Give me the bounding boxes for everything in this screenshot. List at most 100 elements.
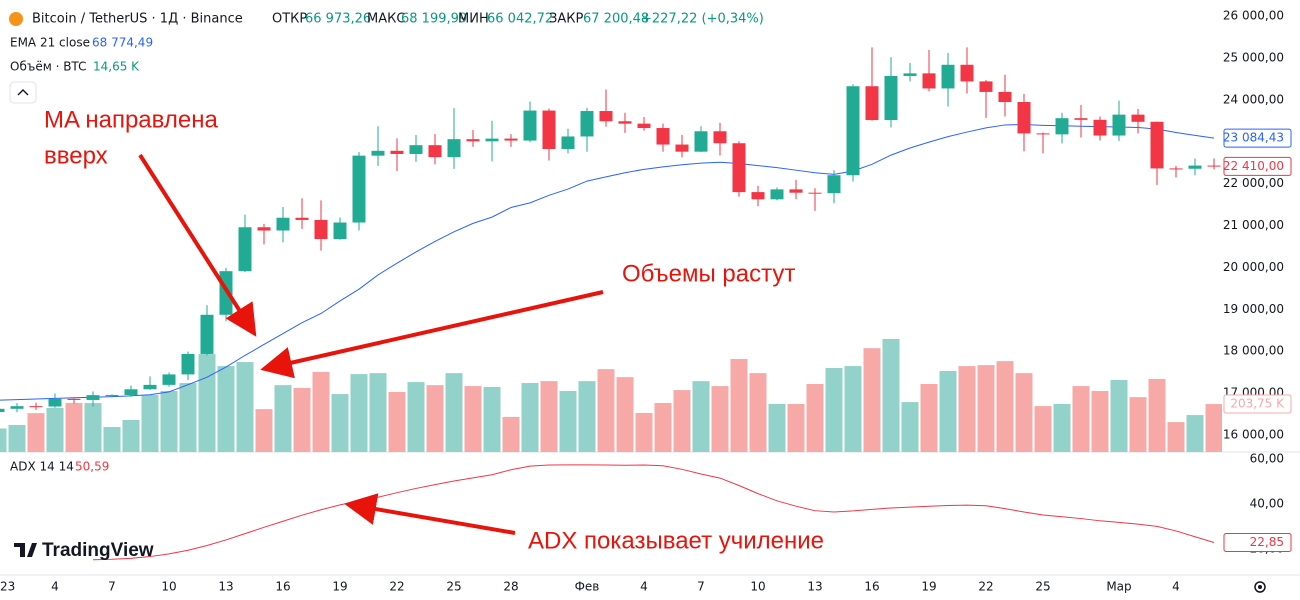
volume-bar: [236, 362, 254, 452]
volume-bar: [958, 366, 976, 452]
value-label: 22,85: [1250, 535, 1284, 549]
candle-body: [960, 64, 974, 82]
volume-bar: [179, 383, 197, 452]
candle-body: [637, 123, 651, 129]
volume-bar: [578, 381, 596, 452]
volume-bar: [730, 359, 748, 452]
volume-bar: [1034, 406, 1052, 452]
candle-body: [770, 189, 784, 200]
volume-bar: [635, 412, 653, 452]
x-tick-label: Фев: [575, 580, 600, 594]
candle-body: [200, 314, 214, 354]
candle-body: [143, 384, 157, 390]
x-tick-label: 25: [446, 580, 461, 594]
x-tick-label: 7: [697, 580, 705, 594]
logo-text: TradingView: [42, 540, 154, 561]
x-tick-label: 4: [640, 580, 648, 594]
volume-bar: [901, 402, 919, 452]
volume-bar: [1129, 397, 1147, 452]
value-label-box: [1223, 533, 1292, 553]
candle-body: [333, 222, 347, 240]
legend-value: 50,59: [75, 460, 109, 474]
candle-body: [1055, 118, 1069, 135]
candle-body: [1150, 121, 1164, 169]
volume-bar: [673, 390, 691, 452]
volume-bar: [616, 377, 634, 452]
x-tick-label: 19: [921, 580, 936, 594]
volume-bar: [255, 409, 273, 452]
ohlc-label: ЗАКР: [549, 12, 583, 27]
candle-body: [808, 192, 822, 194]
collapse-button[interactable]: [9, 81, 37, 104]
ohlc-label: МАКС: [367, 12, 405, 27]
volume-bar: [122, 419, 140, 452]
volume-bar: [1015, 373, 1033, 452]
volume-bar: [464, 386, 482, 452]
candle-body: [48, 398, 62, 407]
adx-line: [92, 464, 1215, 561]
candle-body: [409, 145, 423, 154]
volume-bar: [0, 428, 7, 452]
candle-body: [485, 138, 499, 142]
volume-bar: [844, 366, 862, 452]
volume-bar: [1110, 379, 1128, 452]
volume-bar: [559, 391, 577, 452]
candle-body: [523, 110, 537, 141]
volume-bar: [274, 385, 292, 452]
legend-value: 68 774,49: [92, 36, 153, 50]
change: +227,22 (+0,34%): [641, 12, 764, 27]
candle-body: [732, 143, 746, 193]
candle-body: [86, 395, 100, 400]
candle-body: [1188, 165, 1202, 169]
candle-body: [1207, 165, 1221, 167]
volume-bar: [65, 403, 83, 452]
candle-body: [181, 353, 195, 375]
candle-body: [1093, 119, 1107, 136]
volume-bar: [331, 394, 349, 452]
volume-bar: [426, 385, 444, 452]
candle-body: [105, 394, 119, 396]
volume-bar: [977, 365, 995, 452]
volume-bar: [806, 383, 824, 452]
annotation: ADX показывает училение: [528, 527, 824, 554]
volume-bar: [1167, 422, 1185, 452]
volume-bar: [1205, 404, 1222, 452]
volume-bar: [749, 373, 767, 452]
volume-bar: [882, 339, 900, 452]
annotation: вверх: [44, 142, 108, 169]
volume-bar: [1091, 391, 1109, 452]
settings-button[interactable]: [1254, 581, 1266, 593]
y-tick-label: 26 000,00: [1223, 9, 1284, 23]
candle-body: [1074, 118, 1088, 120]
arrow: [260, 290, 604, 379]
candle-body: [390, 150, 404, 154]
candle-body: [67, 398, 81, 400]
candle-body: [0, 408, 5, 413]
candle-body: [352, 155, 366, 223]
candle-body: [903, 73, 917, 76]
candle-body: [276, 217, 290, 231]
volume-bar: [483, 387, 501, 452]
x-tick-label: 28: [503, 580, 518, 594]
candle-body: [865, 86, 879, 121]
candle-body: [10, 406, 24, 409]
volume-bar: [692, 381, 710, 452]
plot-area: [0, 47, 1222, 561]
candle-body: [846, 86, 860, 176]
volume-bar: [654, 403, 672, 452]
legend-name: Объём · BTC: [10, 60, 86, 74]
volume-bar: [141, 395, 159, 452]
ohlc-value: 67 200,48: [583, 12, 649, 27]
value-label: 22 410,00: [1223, 159, 1284, 173]
x-tick-label: 13: [218, 580, 233, 594]
volume-bar: [350, 374, 368, 452]
volume-bar: [939, 371, 957, 452]
candle-body: [428, 145, 442, 158]
x-tick-label: 23: [0, 580, 15, 594]
volume-bar: [312, 371, 330, 452]
arrow: [138, 153, 257, 337]
volume-bar: [768, 403, 786, 452]
y-tick-label: 19 000,00: [1223, 302, 1284, 316]
volume-bar: [1148, 379, 1166, 452]
